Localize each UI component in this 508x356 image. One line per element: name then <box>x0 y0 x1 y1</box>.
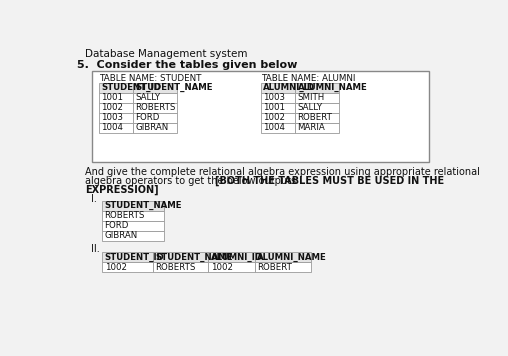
Text: STUDENT_NAME: STUDENT_NAME <box>155 253 233 262</box>
Text: GIBRAN: GIBRAN <box>105 231 138 240</box>
Text: [BOTH THE TABLES MUST BE USED IN THE: [BOTH THE TABLES MUST BE USED IN THE <box>214 176 444 186</box>
Text: TABLE NAME: STUDENT: TABLE NAME: STUDENT <box>99 74 202 83</box>
Bar <box>261 103 295 113</box>
Text: FORD: FORD <box>136 113 160 122</box>
Bar <box>133 103 177 113</box>
Text: 1002: 1002 <box>102 103 123 112</box>
Bar <box>261 83 295 93</box>
Bar <box>102 231 164 241</box>
Text: ALUMNI_NAME: ALUMNI_NAME <box>257 253 327 262</box>
Text: 1004: 1004 <box>102 123 123 132</box>
Bar <box>255 262 311 272</box>
Bar <box>208 262 255 272</box>
Text: STUDENT_NAME: STUDENT_NAME <box>105 201 182 210</box>
Bar <box>133 123 177 133</box>
Text: ROBERTS: ROBERTS <box>105 211 145 220</box>
Text: ROBERTS: ROBERTS <box>136 103 176 112</box>
Bar <box>295 93 339 103</box>
Bar <box>133 113 177 123</box>
Text: ALUMNI_ID: ALUMNI_ID <box>211 253 263 262</box>
Text: STUDENT_ID: STUDENT_ID <box>102 83 161 92</box>
Bar <box>92 71 429 162</box>
Bar <box>295 103 339 113</box>
Text: TABLE NAME: ALUMNI: TABLE NAME: ALUMNI <box>261 74 356 83</box>
Text: 1003: 1003 <box>264 93 285 102</box>
Text: ROBERT: ROBERT <box>298 113 332 122</box>
Bar <box>102 252 152 262</box>
Bar <box>133 83 177 93</box>
Text: SALLY: SALLY <box>136 93 161 102</box>
Text: Database Management system: Database Management system <box>85 49 248 59</box>
Text: SMITH: SMITH <box>298 93 325 102</box>
Text: 1001: 1001 <box>264 103 285 112</box>
Bar <box>261 123 295 133</box>
Text: MARIA: MARIA <box>298 123 325 132</box>
Bar <box>152 252 208 262</box>
Text: ALUMNI_ID: ALUMNI_ID <box>264 83 315 92</box>
Text: algebra operators to get the below outputs: algebra operators to get the below outpu… <box>85 176 299 186</box>
Text: 1002: 1002 <box>264 113 285 122</box>
Text: I.: I. <box>91 194 97 204</box>
Text: SALLY: SALLY <box>298 103 323 112</box>
Text: GIBRAN: GIBRAN <box>136 123 169 132</box>
Text: STUDENT_ID: STUDENT_ID <box>105 253 164 262</box>
Bar <box>99 83 133 93</box>
Bar <box>99 113 133 123</box>
Bar <box>261 93 295 103</box>
Bar <box>133 93 177 103</box>
Text: ALUMNI_NAME: ALUMNI_NAME <box>298 83 367 92</box>
Text: II.: II. <box>91 245 100 255</box>
Bar <box>102 211 164 221</box>
Bar <box>102 200 164 211</box>
Bar <box>99 93 133 103</box>
Bar <box>102 221 164 231</box>
Text: ROBERTS: ROBERTS <box>155 263 195 272</box>
Text: ROBERT: ROBERT <box>257 263 292 272</box>
Bar <box>99 123 133 133</box>
Text: 1003: 1003 <box>102 113 123 122</box>
Text: And give the complete relational algebra expression using appropriate relational: And give the complete relational algebra… <box>85 167 480 177</box>
Text: 1001: 1001 <box>102 93 123 102</box>
Bar <box>295 83 339 93</box>
Text: EXPRESSION]: EXPRESSION] <box>85 185 159 195</box>
Text: 5.  Consider the tables given below: 5. Consider the tables given below <box>77 60 298 70</box>
Text: STUDENT_NAME: STUDENT_NAME <box>136 83 213 92</box>
Text: 1002: 1002 <box>211 263 233 272</box>
Text: 1002: 1002 <box>105 263 126 272</box>
Bar <box>152 262 208 272</box>
Bar <box>261 113 295 123</box>
Bar <box>99 103 133 113</box>
Bar <box>295 123 339 133</box>
Bar <box>102 262 152 272</box>
Bar <box>295 113 339 123</box>
Bar <box>255 252 311 262</box>
Text: FORD: FORD <box>105 221 129 230</box>
Bar <box>208 252 255 262</box>
Text: 1004: 1004 <box>264 123 285 132</box>
